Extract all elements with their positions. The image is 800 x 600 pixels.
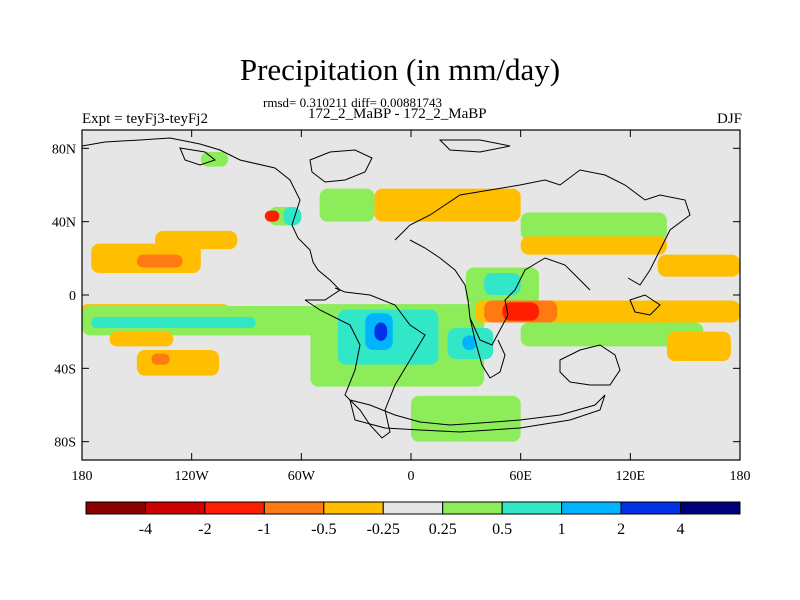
colorbar-swatch	[85, 501, 146, 515]
coastline-outline	[81, 137, 691, 439]
anomaly-region-18	[462, 335, 477, 350]
colorbar-swatch	[323, 501, 384, 515]
coastline-segment-9	[179, 147, 217, 166]
colorbar-label: -4	[139, 521, 152, 538]
y-tick-label: 40N	[52, 216, 76, 231]
coastline-segment-6	[559, 344, 621, 386]
x-tick-label: 60E	[509, 469, 532, 484]
colorbar-label: 1	[558, 521, 566, 538]
anomaly-region-29	[520, 236, 667, 255]
colorbar: -4 -2 -1 -0.5 -0.25 0.25 0.5 1 2 4	[85, 501, 741, 538]
colorbar-swatch	[620, 501, 682, 515]
colorbar-label: -0.25	[367, 521, 400, 538]
coastline-segment-1	[81, 137, 341, 301]
colorbar-label: 4	[677, 521, 685, 538]
colorbar-swatch	[442, 501, 503, 515]
anomaly-region-24	[520, 322, 704, 347]
x-tick-label: 180	[730, 469, 751, 484]
anomaly-region-9	[283, 207, 302, 226]
x-tick-label: 60W	[288, 469, 316, 484]
anomaly-region-6	[91, 317, 256, 328]
anomaly-region-8	[264, 210, 280, 222]
anomaly-region-28	[520, 212, 667, 240]
colorbar-swatch	[680, 501, 741, 515]
y-tick-label: 80N	[52, 142, 76, 157]
coastline-segment-3	[394, 169, 691, 286]
chart-title: Precipitation (in mm/day)	[239, 52, 561, 87]
run-label: 172_2_MaBP - 172_2_MaBP	[308, 106, 487, 122]
coastline-segment-10	[438, 139, 511, 153]
x-tick-label: 120E	[616, 469, 646, 484]
colorbar-swatch	[561, 501, 622, 515]
colorbar-swatch	[501, 501, 563, 515]
y-tick-label: 80S	[54, 436, 76, 451]
colorbar-swatch	[204, 501, 265, 515]
colorbar-swatch	[144, 501, 206, 515]
y-tick-label: 0	[69, 289, 76, 304]
coastline-segment-11	[629, 294, 661, 316]
map-plot-area	[82, 130, 740, 460]
x-tick-label: 0	[408, 469, 415, 484]
anomaly-region-10	[109, 331, 174, 347]
coastline-segment-4	[409, 239, 591, 346]
coastline-segment-2	[304, 287, 426, 439]
anomaly-region-20	[484, 273, 521, 295]
anomaly-region-31	[666, 331, 731, 361]
x-tick-label: 180	[72, 469, 93, 484]
anomaly-region-12	[151, 353, 170, 365]
anomaly-region-30	[657, 254, 740, 277]
map-axes: 180 120W 60W 0 60E 120E 180 80N 40N 0 40S 80S	[52, 129, 751, 484]
colorbar-label: 0.5	[492, 521, 512, 538]
colorbar-label: 2	[617, 521, 625, 538]
colorbar-label: -2	[198, 521, 211, 538]
anomaly-region-26	[374, 188, 521, 222]
stats-label: rmsd= 0.310211 diff= 0.00881743	[263, 95, 442, 110]
anomaly-region-25	[411, 395, 521, 442]
colorbar-label: -0.5	[311, 521, 336, 538]
colorbar-label: -1	[258, 521, 271, 538]
anomaly-region-23	[502, 302, 539, 321]
anomaly-region-11	[136, 350, 220, 376]
y-tick-label: 40S	[54, 362, 76, 377]
x-tick-label: 120W	[175, 469, 210, 484]
experiment-label: Expt = teyFj3-teyFj2	[82, 111, 208, 127]
coastline-segment-7	[349, 394, 606, 433]
colorbar-swatch	[382, 501, 444, 515]
anomaly-region-3	[155, 230, 238, 250]
coastline-segment-8	[309, 149, 373, 183]
colorbar-swatch	[263, 501, 325, 515]
colorbar-label: 0.25	[429, 521, 457, 538]
coastline-segment-5	[469, 317, 506, 379]
anomaly-region-16	[374, 322, 388, 341]
anomaly-region-27	[319, 188, 375, 222]
season-label: DJF	[716, 111, 742, 127]
anomaly-region-2	[136, 254, 183, 268]
